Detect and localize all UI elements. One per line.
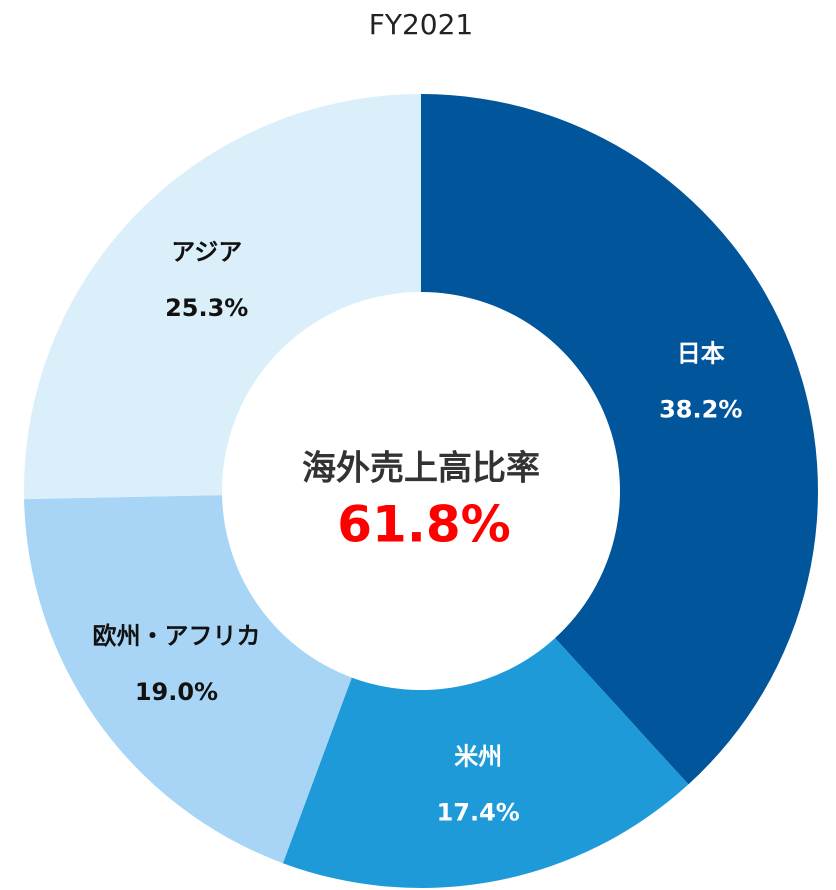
slice-value-label: 17.4% [437, 798, 520, 826]
slice-label: 米州 [454, 742, 502, 770]
slice-value-label: 38.2% [659, 396, 742, 424]
slice [24, 93, 422, 500]
slice-label: 日本 [677, 340, 725, 368]
slices [24, 93, 818, 888]
slice-value-label: 25.3% [165, 294, 248, 322]
slice [24, 495, 352, 864]
slice [421, 94, 818, 785]
center-caption: 海外売上高比率 [302, 449, 540, 489]
center-value: 61.8% [337, 496, 510, 554]
slice-value-label: 19.0% [135, 678, 218, 706]
slice-label: アジア [171, 238, 242, 266]
slice-label: 欧州・アフリカ [92, 622, 260, 650]
slice [282, 638, 689, 888]
chart-title: FY2021 [369, 8, 473, 41]
